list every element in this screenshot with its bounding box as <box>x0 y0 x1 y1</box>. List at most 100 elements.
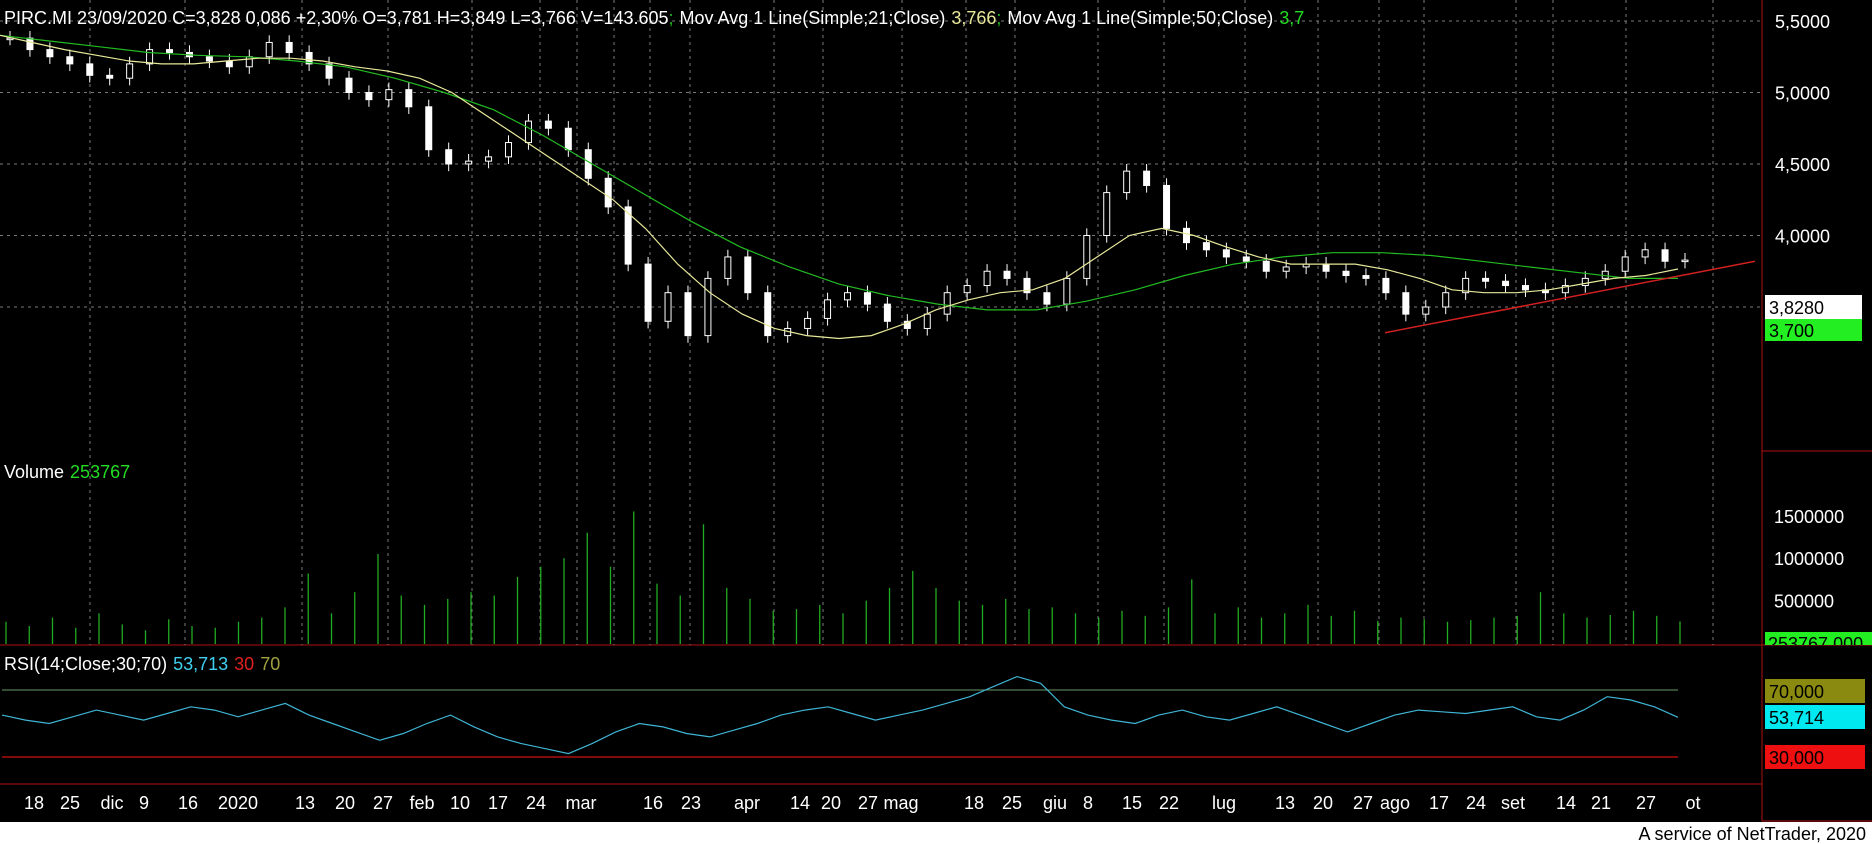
volume-label: Volume <box>4 462 64 482</box>
volume-value: 253767 <box>70 462 130 482</box>
volume-axis-tick: 1000000 <box>1774 549 1844 569</box>
candle-body <box>1641 249 1649 258</box>
volume-axis-tick: 1500000 <box>1774 507 1844 527</box>
candle-body <box>485 156 493 162</box>
date-axis-tick: mar <box>566 793 597 813</box>
candle-body <box>146 49 154 65</box>
date-axis-tick: 27 <box>373 793 393 813</box>
candle-body <box>1322 263 1330 272</box>
candle-body <box>1163 184 1171 229</box>
date-axis-tick: 27 <box>858 793 878 813</box>
candle-body <box>305 51 313 65</box>
date-axis-tick: 16 <box>178 793 198 813</box>
date-axis-tick: 15 <box>1122 793 1142 813</box>
rsi-high: 70 <box>260 654 280 674</box>
volume-axis: 500000 1000000 1500000 <box>1774 507 1844 612</box>
candle-body <box>604 177 612 208</box>
candle-body <box>265 41 273 58</box>
ma-price-tag: 3,700 <box>1769 321 1814 341</box>
date-axis-tick: 10 <box>450 793 470 813</box>
candle-body <box>205 56 213 62</box>
date-axis-tick: giu <box>1043 793 1067 813</box>
date-axis-tick: 9 <box>139 793 149 813</box>
candle-body <box>1402 292 1410 315</box>
date-axis-tick: 18 <box>964 793 984 813</box>
date-axis-tick: 14 <box>1556 793 1576 813</box>
ma21-label: Mov Avg 1 Line(Simple;21;Close) <box>680 8 946 28</box>
rsi-legend: RSI(14;Close;30;70) 53,713 30 70 <box>4 654 280 674</box>
candle-body <box>564 127 572 151</box>
candle-body <box>644 263 652 322</box>
candle-body <box>1103 192 1111 237</box>
date-axis-tick: ot <box>1685 793 1700 813</box>
ma50-value: 3,7 <box>1279 8 1304 28</box>
candle-body <box>86 63 94 76</box>
candle-body <box>6 37 14 41</box>
candle-body <box>445 149 453 165</box>
candle-body <box>544 120 552 129</box>
candle-body <box>1182 227 1190 244</box>
volume-axis-tick: 500000 <box>1774 592 1834 612</box>
date-axis-tick: 25 <box>1002 793 1022 813</box>
candle-body <box>943 292 951 315</box>
date-axis-tick: set <box>1501 793 1525 813</box>
date-axis-tick: apr <box>734 793 760 813</box>
grid-lines <box>0 0 1762 645</box>
date-axis-tick: 20 <box>821 793 841 813</box>
price-axis-tick: 4,0000 <box>1775 227 1830 247</box>
date-axis-tick: 27 <box>1353 793 1373 813</box>
date-axis-tick: 8 <box>1083 793 1093 813</box>
candle-body <box>1422 306 1430 315</box>
candle-body <box>1442 292 1450 308</box>
candle-body <box>1202 242 1210 251</box>
price-candles <box>6 31 1689 343</box>
price-axis-tick: 5,0000 <box>1775 84 1830 104</box>
candle-body <box>923 313 931 329</box>
ma50-label: Mov Avg 1 Line(Simple;50;Close) <box>1007 8 1273 28</box>
candle-body <box>106 74 114 79</box>
candle-body <box>1581 277 1589 287</box>
candle-body <box>1681 259 1689 263</box>
last-price-tag: 3,8280 <box>1769 298 1824 318</box>
header-sep-1: ; <box>669 8 674 28</box>
candle-body <box>1222 249 1230 258</box>
candle-body <box>1601 270 1609 279</box>
rsi-upper-tag: 70,000 <box>1769 682 1824 702</box>
ma21-line <box>0 34 1679 340</box>
ma50-line <box>0 34 1678 311</box>
candle-body <box>285 41 293 53</box>
candle-body <box>764 292 772 337</box>
candle-body <box>1083 235 1091 279</box>
rsi-line <box>1 675 1679 755</box>
date-axis-tick: feb <box>409 793 434 813</box>
candle-body <box>1043 292 1051 305</box>
candle-body <box>425 106 433 151</box>
date-axis-tick: 13 <box>1275 793 1295 813</box>
candle-body <box>684 292 692 337</box>
candle-body <box>1561 285 1569 294</box>
date-axis-tick: 13 <box>295 793 315 813</box>
candle-body <box>1521 285 1529 291</box>
candle-body <box>166 49 174 53</box>
candle-body <box>963 285 971 294</box>
candle-body <box>1362 275 1370 279</box>
candle-body <box>1502 280 1510 287</box>
candle-body <box>325 63 333 79</box>
date-axis-tick: 24 <box>526 793 546 813</box>
candle-body <box>664 292 672 322</box>
ma21-value: 3,766 <box>951 8 996 28</box>
candle-body <box>465 160 473 165</box>
candle-body <box>1621 256 1629 272</box>
rsi-value: 53,713 <box>173 654 228 674</box>
candle-body <box>1123 170 1131 194</box>
header-legend: PIRC.MI 23/09/2020 C=3,828 0,086 +2,30% … <box>4 8 1304 28</box>
candle-body <box>1242 256 1250 262</box>
candle-body <box>744 256 752 294</box>
candle-body <box>1143 170 1151 186</box>
date-axis-tick: 24 <box>1466 793 1486 813</box>
candle-body <box>1482 277 1490 282</box>
date-axis-tick: 20 <box>1313 793 1333 813</box>
date-axis: 18 25 dic 9 16 2020 13 20 27 feb 10 17 24 mar 16 23 apr 1… <box>24 793 1701 813</box>
rsi-label: RSI(14;Close;30;70) <box>4 654 167 674</box>
date-axis-tick: ago <box>1380 793 1410 813</box>
